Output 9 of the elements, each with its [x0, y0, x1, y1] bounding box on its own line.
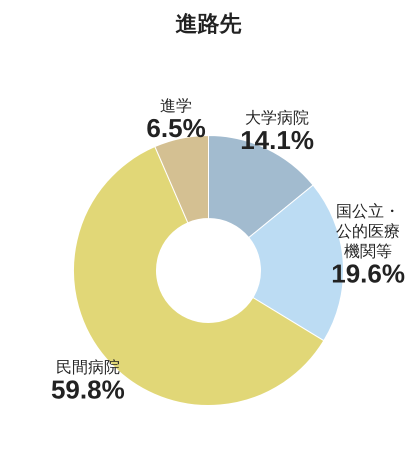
slice-label: 民間病院	[56, 358, 120, 377]
data-label: 6.5%	[146, 112, 206, 143]
slice-label: 大学病院	[245, 108, 310, 127]
data-label: 19.6%	[331, 258, 405, 288]
data-label: 14.1%	[240, 124, 314, 155]
slice-label: 国公立・公的医療機関等	[336, 202, 400, 260]
data-label: 59.8%	[50, 374, 125, 405]
slice-label: 進学	[160, 96, 192, 115]
chart-title: 進路先	[176, 10, 242, 36]
